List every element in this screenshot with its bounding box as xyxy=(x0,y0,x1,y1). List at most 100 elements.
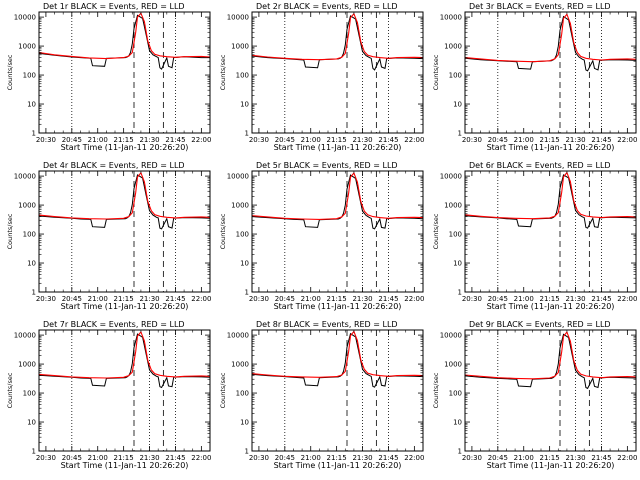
series-line-events xyxy=(251,15,424,71)
y-tick-label: 1000 xyxy=(231,361,249,369)
y-tick-label: 1000 xyxy=(444,202,462,210)
x-axis-label: Start Time (11-Jan-11 20:26:20) xyxy=(487,461,615,470)
y-tick-label: 1 xyxy=(32,289,36,297)
panel-title: Det 4r BLACK = Events, RED = LLD xyxy=(43,161,185,170)
y-axis-label: Counts/sec xyxy=(6,54,14,90)
x-tick-label: 21:15 xyxy=(114,136,134,144)
series-line-lld xyxy=(38,12,211,60)
series-line-lld xyxy=(464,171,637,220)
plot-frame xyxy=(251,170,424,293)
y-tick-label: 100 xyxy=(449,390,462,398)
y-axis-label: Counts/sec xyxy=(432,54,440,90)
x-tick-label: 20:30 xyxy=(462,295,482,303)
x-tick-label: 21:30 xyxy=(565,454,585,462)
x-tick-label: 21:00 xyxy=(301,136,321,144)
x-tick-label: 21:15 xyxy=(114,454,134,462)
x-axis-label: Start Time (11-Jan-11 20:26:20) xyxy=(487,302,615,311)
panel-title: Det 7r BLACK = Events, RED = LLD xyxy=(43,320,185,329)
x-tick-label: 21:30 xyxy=(139,454,159,462)
y-tick-label: 1 xyxy=(32,130,36,138)
y-tick-label: 100 xyxy=(236,231,249,239)
x-tick-label: 21:15 xyxy=(327,295,347,303)
series-line-events xyxy=(464,333,637,390)
x-tick-label: 21:00 xyxy=(301,295,321,303)
x-tick-label: 22:00 xyxy=(404,136,424,144)
x-tick-label: 21:45 xyxy=(378,454,398,462)
x-axis-label: Start Time (11-Jan-11 20:26:20) xyxy=(61,143,189,152)
plot-frame xyxy=(251,11,424,134)
panel-9: Det 9r BLACK = Events, RED = LLD 1 10 100 10… xyxy=(432,320,637,470)
y-tick-label: 1 xyxy=(458,448,462,456)
series-line-lld xyxy=(464,331,637,380)
series-line-lld xyxy=(464,13,637,63)
x-tick-label: 20:45 xyxy=(275,136,295,144)
x-tick-label: 20:45 xyxy=(488,136,508,144)
y-tick-label: 10 xyxy=(27,260,36,268)
x-tick-label: 20:45 xyxy=(488,454,508,462)
plot-frame xyxy=(38,170,211,293)
x-tick-label: 20:30 xyxy=(462,454,482,462)
y-tick-label: 100 xyxy=(236,72,249,80)
y-axis-label: Counts/sec xyxy=(219,213,227,249)
plot-frame xyxy=(38,329,211,452)
y-axis-label: Counts/sec xyxy=(6,372,14,408)
x-tick-label: 21:30 xyxy=(352,136,372,144)
y-tick-label: 100 xyxy=(23,390,36,398)
x-axis-label: Start Time (11-Jan-11 20:26:20) xyxy=(274,143,402,152)
y-tick-label: 10000 xyxy=(227,173,249,181)
panel-title: Det 5r BLACK = Events, RED = LLD xyxy=(256,161,398,170)
x-tick-label: 22:00 xyxy=(617,295,637,303)
x-tick-label: 21:00 xyxy=(88,295,108,303)
x-axis-label: Start Time (11-Jan-11 20:26:20) xyxy=(274,461,402,470)
panel-8: Det 8r BLACK = Events, RED = LLD 1 10 100 10… xyxy=(219,320,424,470)
x-axis-label: Start Time (11-Jan-11 20:26:20) xyxy=(487,143,615,152)
y-tick-label: 10000 xyxy=(440,332,462,340)
panel-6: Det 6r BLACK = Events, RED = LLD 1 10 100 10… xyxy=(432,161,637,311)
x-tick-label: 21:15 xyxy=(327,454,347,462)
plot-frame xyxy=(464,329,637,452)
series-line-lld xyxy=(251,171,424,220)
x-tick-label: 21:45 xyxy=(591,454,611,462)
panel-4: Det 4r BLACK = Events, RED = LLD 1 10 100 10… xyxy=(6,161,211,311)
x-axis-label: Start Time (11-Jan-11 20:26:20) xyxy=(274,302,402,311)
x-tick-label: 21:45 xyxy=(165,136,185,144)
y-tick-label: 1000 xyxy=(231,43,249,51)
x-tick-label: 21:00 xyxy=(88,454,108,462)
panel-5: Det 5r BLACK = Events, RED = LLD 1 10 100 10… xyxy=(219,161,424,311)
panel-title: Det 1r BLACK = Events, RED = LLD xyxy=(43,2,185,11)
y-tick-label: 10000 xyxy=(227,14,249,22)
series-line-events xyxy=(38,333,211,389)
y-tick-label: 1000 xyxy=(444,361,462,369)
y-tick-label: 100 xyxy=(449,72,462,80)
y-tick-label: 1 xyxy=(458,289,462,297)
x-axis-label: Start Time (11-Jan-11 20:26:20) xyxy=(61,302,189,311)
y-tick-label: 10000 xyxy=(227,332,249,340)
series-line-lld xyxy=(38,171,211,220)
x-tick-label: 21:30 xyxy=(352,454,372,462)
panel-title: Det 2r BLACK = Events, RED = LLD xyxy=(256,2,398,11)
series-line-events xyxy=(38,174,211,230)
y-tick-label: 10 xyxy=(453,101,462,109)
x-tick-label: 21:30 xyxy=(565,295,585,303)
plot-frame xyxy=(464,170,637,293)
y-tick-label: 1000 xyxy=(18,202,36,210)
panel-title: Det 9r BLACK = Events, RED = LLD xyxy=(469,320,611,329)
y-axis-label: Counts/sec xyxy=(432,372,440,408)
series-line-lld xyxy=(38,330,211,379)
y-tick-label: 10 xyxy=(27,101,36,109)
y-tick-label: 10 xyxy=(453,260,462,268)
panel-title: Det 6r BLACK = Events, RED = LLD xyxy=(469,161,611,170)
panel-2: Det 2r BLACK = Events, RED = LLD 1 10 100 10… xyxy=(219,2,424,152)
panel-title: Det 3r BLACK = Events, RED = LLD xyxy=(469,2,611,11)
x-tick-label: 20:30 xyxy=(249,136,269,144)
x-tick-label: 20:45 xyxy=(275,454,295,462)
y-tick-label: 100 xyxy=(236,390,249,398)
x-tick-label: 21:15 xyxy=(540,295,560,303)
x-tick-label: 20:30 xyxy=(249,295,269,303)
y-axis-label: Counts/sec xyxy=(6,213,14,249)
y-axis-label: Counts/sec xyxy=(432,213,440,249)
y-tick-label: 10000 xyxy=(440,14,462,22)
plot-frame xyxy=(251,329,424,452)
x-tick-label: 22:00 xyxy=(191,136,211,144)
